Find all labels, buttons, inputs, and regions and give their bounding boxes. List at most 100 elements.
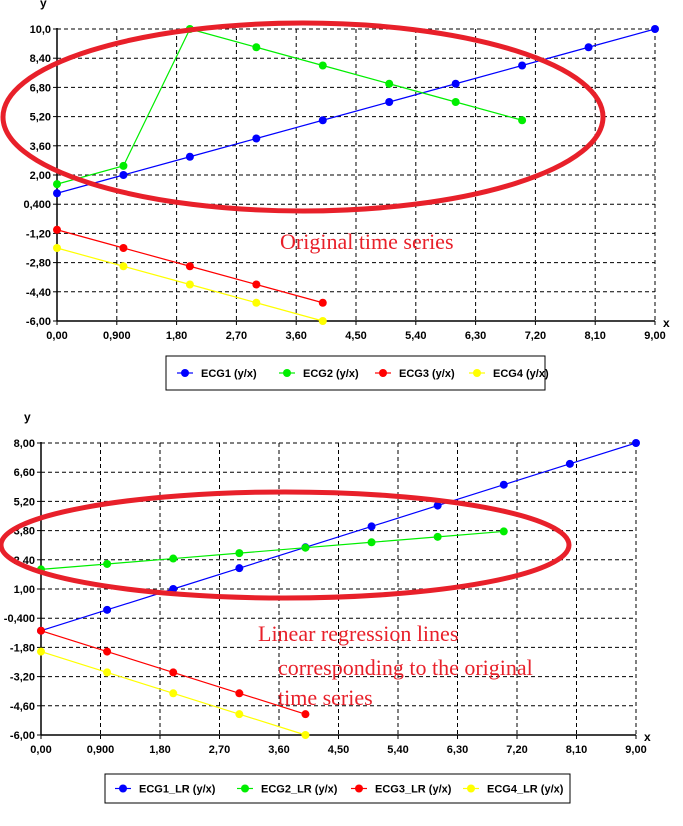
x-axis-label: x: [663, 316, 670, 330]
x-tick-label: 2,70: [209, 744, 230, 756]
data-point: [103, 668, 112, 677]
x-tick-label: 5,40: [387, 744, 408, 756]
highlight-ellipse: [0, 489, 572, 601]
data-point: [252, 298, 261, 307]
data-point: [451, 79, 460, 88]
data-point: [518, 116, 527, 125]
data-point: [318, 116, 327, 125]
data-point: [584, 43, 593, 52]
data-point: [301, 543, 310, 552]
data-point: [433, 501, 442, 510]
x-tick-label: 4,50: [345, 330, 366, 342]
data-point: [385, 98, 394, 106]
legend-label: ECG2 (y/x): [303, 368, 359, 380]
y-tick-label: 6,80: [30, 82, 51, 94]
data-point: [499, 527, 508, 536]
chart-original: 0,00 0,900 1,80 2,70 3,60 4,50 5,40 6,30 7,20 8,1…: [23, 0, 670, 391]
data-point: [169, 668, 178, 677]
legend-label: ECG4 (y/x): [493, 368, 549, 380]
y-tick-label: 5,20: [14, 496, 35, 508]
y-axis-label: y: [24, 410, 31, 424]
y-tick-label: 2,00: [30, 170, 51, 182]
series-line: [56, 28, 656, 194]
legend-swatch-marker: [467, 784, 475, 793]
data-point: [119, 171, 128, 179]
data-point: [37, 626, 45, 635]
series-line: [40, 442, 637, 632]
x-tick-label: 1,80: [166, 330, 187, 342]
y-tick-label: -4,40: [26, 287, 51, 299]
data-point: [37, 647, 45, 656]
y-tick-label: 6,60: [14, 467, 35, 479]
legend-swatch-marker: [283, 369, 291, 377]
legend-swatch-marker: [355, 784, 363, 793]
data-point: [301, 731, 310, 739]
series-line: [56, 28, 523, 185]
y-tick-label: 5,20: [30, 112, 51, 124]
legend: ECG1 (y/x) ECG2 (y/x) ECG3 (y/x) ECG4 (y/x): [165, 355, 549, 391]
series-4: [53, 244, 327, 325]
legend-swatch-marker: [241, 784, 249, 793]
highlight-ellipse: [0, 20, 606, 214]
x-tick-label: 5,40: [405, 330, 426, 342]
x-tick-label: 9,00: [644, 330, 665, 342]
data-point: [235, 564, 244, 573]
legend-swatch-marker: [379, 369, 387, 377]
chart-regression: 0,00 0,900 1,80 2,70 3,60 4,50 5,40 6,30 7,20 8,1…: [4, 410, 651, 804]
data-point: [565, 459, 574, 468]
data-point: [632, 439, 640, 447]
data-point: [53, 244, 61, 252]
y-tick-label: -0,400: [4, 613, 35, 625]
series-1: [53, 25, 659, 198]
data-point: [119, 244, 128, 252]
x-tick-label: 7,20: [506, 744, 527, 756]
data-point: [318, 61, 327, 70]
y-tick-label: 8,00: [14, 438, 35, 450]
data-point: [53, 225, 61, 234]
data-point: [367, 538, 376, 547]
data-point: [53, 180, 61, 189]
data-point: [235, 710, 244, 719]
y-tick-label: -6,00: [10, 730, 35, 742]
data-point: [318, 298, 327, 307]
series-3: [37, 626, 310, 719]
x-tick-label: 0,900: [103, 330, 131, 342]
annotation-text: Linear regression lines: [258, 621, 458, 646]
data-point: [385, 79, 394, 88]
y-tick-label: -6,00: [26, 316, 51, 328]
x-tick-label: 7,20: [525, 330, 546, 342]
x-tick-label: 2,70: [226, 330, 247, 342]
y-tick-label: -1,80: [10, 642, 35, 654]
annotation-text: time series: [278, 685, 373, 710]
legend-label: ECG1_LR (y/x): [139, 784, 216, 796]
x-tick-label: 6,30: [465, 330, 486, 342]
data-point: [169, 689, 178, 698]
y-tick-label: 8,40: [30, 53, 51, 65]
data-point: [119, 262, 128, 271]
series-3: [53, 225, 327, 307]
x-tick-label: 0,900: [87, 744, 115, 756]
legend: ECG1_LR (y/x) ECG2_LR (y/x) ECG3_LR (y/x) E…: [104, 773, 571, 804]
data-point: [451, 98, 460, 106]
annotation-text: corresponding to the original: [278, 655, 533, 680]
legend-label: ECG3 (y/x): [399, 368, 455, 380]
data-point: [252, 134, 261, 143]
x-tick-label: 0,00: [46, 330, 67, 342]
y-tick-label: -1,20: [26, 228, 51, 240]
x-tick-label: 8,10: [584, 330, 605, 342]
y-tick-label: 3,60: [30, 141, 51, 153]
data-point: [103, 647, 112, 656]
legend-box: [104, 773, 571, 804]
y-tick-label: -3,20: [10, 672, 35, 684]
data-point: [301, 710, 310, 719]
data-point: [169, 554, 178, 563]
legend-label: ECG1 (y/x): [201, 368, 257, 380]
data-point: [252, 280, 261, 289]
legend-swatch-marker: [181, 369, 189, 377]
data-point: [235, 549, 244, 558]
data-point: [53, 189, 61, 198]
data-point: [318, 317, 327, 325]
data-point: [651, 25, 659, 33]
data-point: [185, 262, 194, 271]
data-point: [169, 585, 178, 593]
